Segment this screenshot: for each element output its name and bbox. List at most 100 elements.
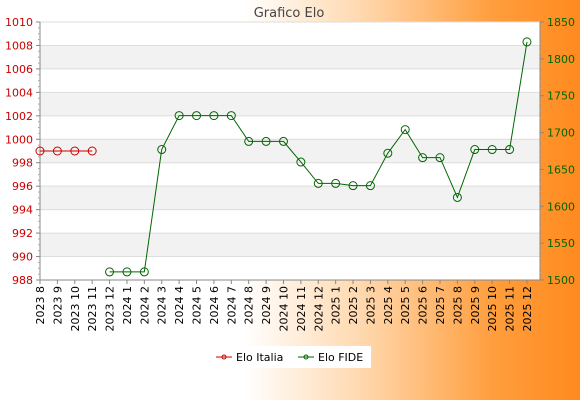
right-tick-label: 1750	[547, 90, 575, 103]
plot-band	[40, 186, 540, 210]
legend-italia-label: Elo Italia	[236, 351, 283, 364]
x-tick-label: 2025 3	[364, 286, 377, 325]
left-tick-label: 1000	[5, 133, 33, 146]
x-tick-label: 2023 11	[86, 286, 99, 332]
data-point	[244, 136, 254, 146]
x-tick-label: 2025 2	[347, 286, 360, 325]
data-point	[331, 178, 341, 188]
x-tick-label: 2023 9	[51, 286, 64, 325]
right-tick-label: 1850	[547, 16, 575, 29]
series-line	[109, 41, 528, 273]
data-point	[70, 146, 80, 156]
x-tick-label: 2024 3	[156, 286, 169, 325]
data-point	[174, 111, 184, 121]
x-tick-label: 2025 11	[504, 286, 517, 332]
left-tick-label: 1010	[5, 16, 33, 29]
x-tick-label: 2025 9	[469, 286, 482, 325]
data-point	[505, 145, 515, 155]
left-tick-label: 988	[12, 274, 33, 287]
x-tick-label: 2024 7	[225, 286, 238, 325]
legend-fide-label: Elo FIDE	[318, 351, 363, 364]
data-point	[435, 153, 445, 163]
x-tick-label: 2025 7	[434, 286, 447, 325]
data-point	[35, 146, 45, 156]
right-tick-label: 1550	[547, 237, 575, 250]
x-tick-label: 2025 8	[451, 286, 464, 325]
series-elo-italia	[35, 146, 97, 156]
plot-band	[40, 45, 540, 69]
grid-lines	[40, 21, 540, 281]
data-point	[522, 37, 532, 47]
data-point	[470, 145, 480, 155]
x-tick-label: 2024 11	[295, 286, 308, 332]
left-tick-label: 1002	[5, 110, 33, 123]
data-point	[452, 192, 462, 202]
left-tick-label: 992	[12, 227, 33, 240]
x-tick-label: 2024 2	[138, 286, 151, 325]
x-tick-label: 2025 4	[382, 286, 395, 325]
legend-fide-marker	[303, 354, 309, 360]
right-tick-label: 1600	[547, 200, 575, 213]
left-y-axis: 988 990 992 994 996 998 1000 1002 1004 1006 1008 10…	[5, 16, 41, 287]
left-tick-label: 1004	[5, 86, 33, 99]
left-tick-label: 998	[12, 157, 33, 170]
data-point	[261, 136, 271, 146]
data-point	[313, 178, 323, 188]
x-tick-label: 2024 10	[277, 286, 290, 332]
left-tick-label: 1008	[5, 39, 33, 52]
plot-band	[40, 92, 540, 116]
x-tick-label: 2024 12	[312, 286, 325, 332]
data-point	[296, 157, 306, 167]
data-point	[52, 146, 62, 156]
data-point	[278, 136, 288, 146]
data-point	[418, 153, 428, 163]
right-tick-label: 1800	[547, 53, 575, 66]
chart-title: Grafico Elo	[254, 6, 325, 21]
x-tick-label: 2024 1	[121, 286, 134, 325]
legend-box	[211, 346, 371, 368]
x-tick-label: 2024 6	[208, 286, 221, 325]
x-tick-label: 2025 6	[417, 286, 430, 325]
x-tick-label: 2023 8	[34, 286, 47, 325]
x-tick-label: 2025 10	[486, 286, 499, 332]
data-point	[87, 146, 97, 156]
data-point	[209, 111, 219, 121]
data-point	[400, 125, 410, 135]
data-point	[487, 145, 497, 155]
data-point	[348, 181, 358, 191]
left-tick-label: 994	[12, 204, 33, 217]
right-tick-label: 1700	[547, 127, 575, 140]
legend-italia-marker	[221, 354, 227, 360]
x-tick-label: 2025 12	[521, 286, 534, 332]
series-elo-fide	[105, 37, 532, 277]
data-point	[226, 111, 236, 121]
right-y-axis: 1500 1550 1600 1650 1700 1750 1800 1850	[539, 16, 575, 287]
data-point	[157, 145, 167, 155]
data-point	[139, 267, 149, 277]
data-point	[192, 111, 202, 121]
left-tick-label: 996	[12, 180, 33, 193]
series-layer	[35, 37, 532, 277]
x-tick-label: 2023 10	[69, 286, 82, 332]
right-tick-label: 1500	[547, 274, 575, 287]
left-tick-label: 990	[12, 251, 33, 264]
x-tick-label: 2023 12	[104, 286, 117, 332]
plot-band	[40, 139, 540, 163]
plot-band	[40, 233, 540, 257]
plot-background	[40, 22, 540, 280]
legend: Elo Italia Elo FIDE	[211, 346, 371, 368]
data-point	[122, 267, 132, 277]
x-tick-label: 2024 9	[260, 286, 273, 325]
left-tick-label: 1006	[5, 63, 33, 76]
x-tick-label: 2024 8	[243, 286, 256, 325]
right-tick-label: 1650	[547, 163, 575, 176]
x-tick-label: 2024 5	[191, 286, 204, 325]
x-tick-label: 2025 5	[399, 286, 412, 325]
data-point	[383, 148, 393, 158]
data-point	[105, 267, 115, 277]
x-tick-label: 2025 1	[330, 286, 343, 325]
x-tick-label: 2024 4	[173, 286, 186, 325]
data-point	[365, 181, 375, 191]
